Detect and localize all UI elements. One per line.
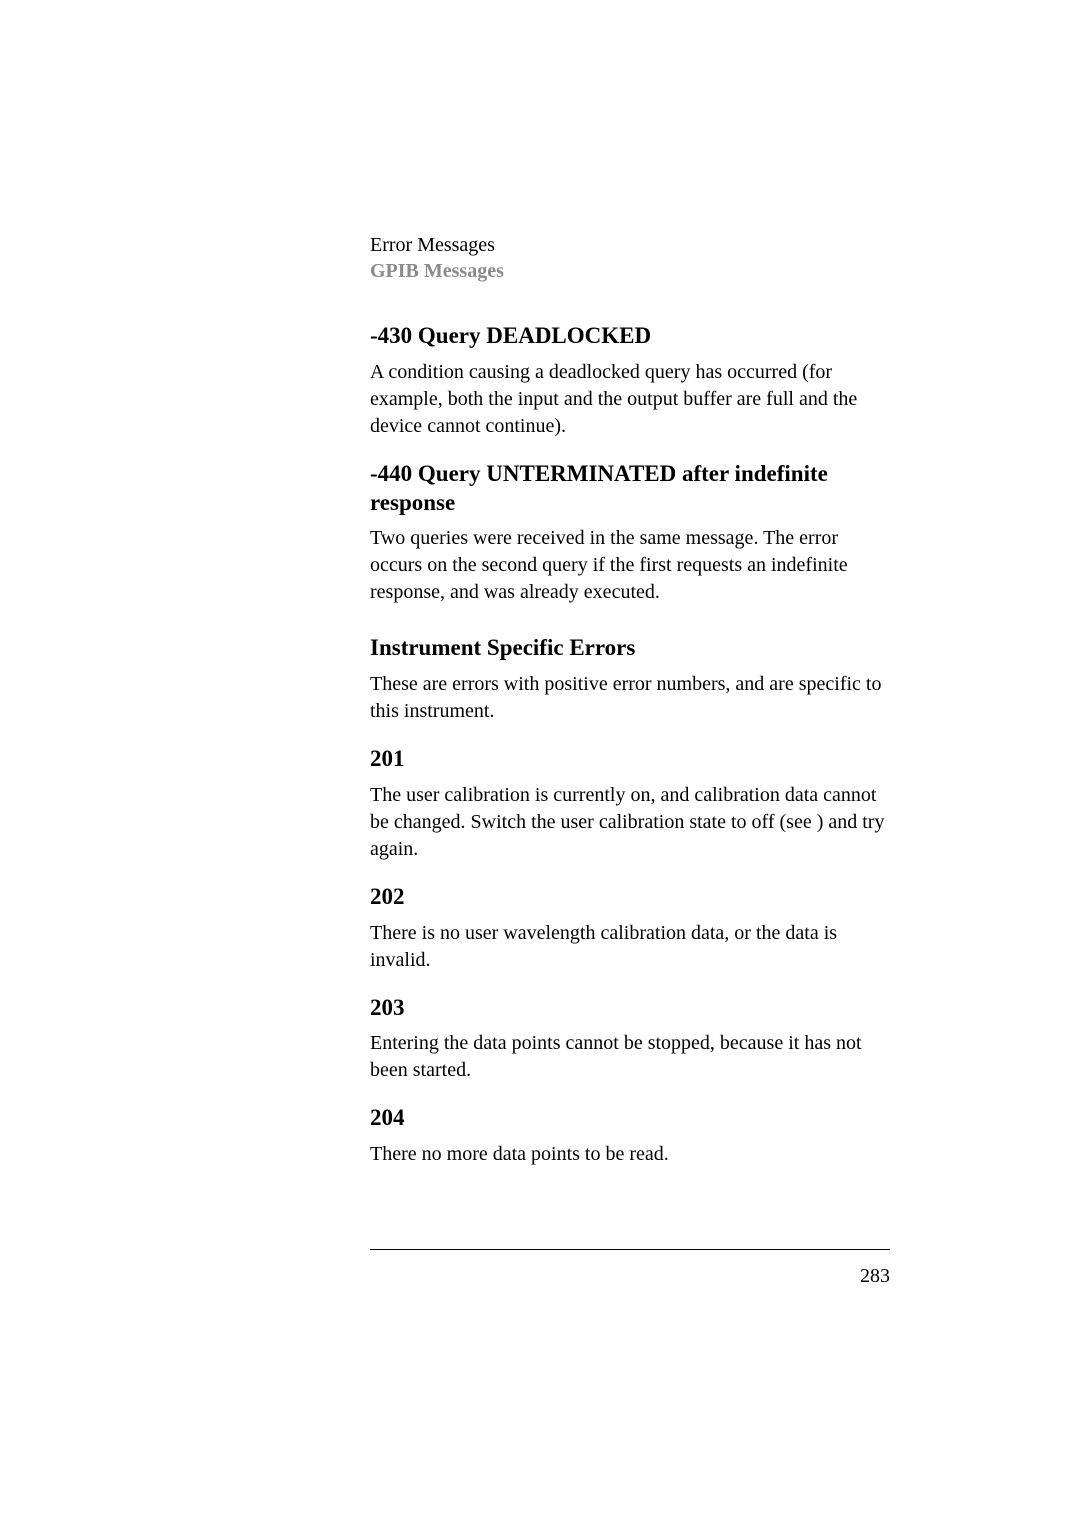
section-202: 202 There is no user wavelength calibrat… [370, 883, 890, 974]
section-heading: -430 Query DEADLOCKED [370, 322, 890, 351]
document-page: Error Messages GPIB Messages -430 Query … [0, 0, 1080, 1528]
header-chapter: Error Messages [370, 232, 890, 258]
section-instrument-specific: Instrument Specific Errors These are err… [370, 634, 890, 725]
section-heading: Instrument Specific Errors [370, 634, 890, 663]
section-430: -430 Query DEADLOCKED A condition causin… [370, 322, 890, 440]
section-body: These are errors with positive error num… [370, 671, 890, 725]
section-body: Entering the data points cannot be stopp… [370, 1030, 890, 1084]
section-204: 204 There no more data points to be read… [370, 1104, 890, 1168]
section-heading: 203 [370, 994, 890, 1023]
section-203: 203 Entering the data points cannot be s… [370, 994, 890, 1085]
section-body: A condition causing a deadlocked query h… [370, 359, 890, 440]
section-heading: -440 Query UNTERMINATED after indefinite… [370, 460, 890, 518]
section-body: Two queries were received in the same me… [370, 525, 890, 606]
section-440: -440 Query UNTERMINATED after indefinite… [370, 460, 890, 607]
section-body: There no more data points to be read. [370, 1141, 890, 1168]
header-section-title: GPIB Messages [370, 258, 890, 284]
page-header: Error Messages GPIB Messages [370, 232, 890, 284]
section-body: The user calibration is currently on, an… [370, 782, 890, 863]
section-heading: 202 [370, 883, 890, 912]
section-body: There is no user wavelength calibration … [370, 920, 890, 974]
section-heading: 201 [370, 745, 890, 774]
section-heading: 204 [370, 1104, 890, 1133]
footer-divider [370, 1249, 890, 1250]
page-number: 283 [860, 1265, 890, 1288]
section-201: 201 The user calibration is currently on… [370, 745, 890, 863]
